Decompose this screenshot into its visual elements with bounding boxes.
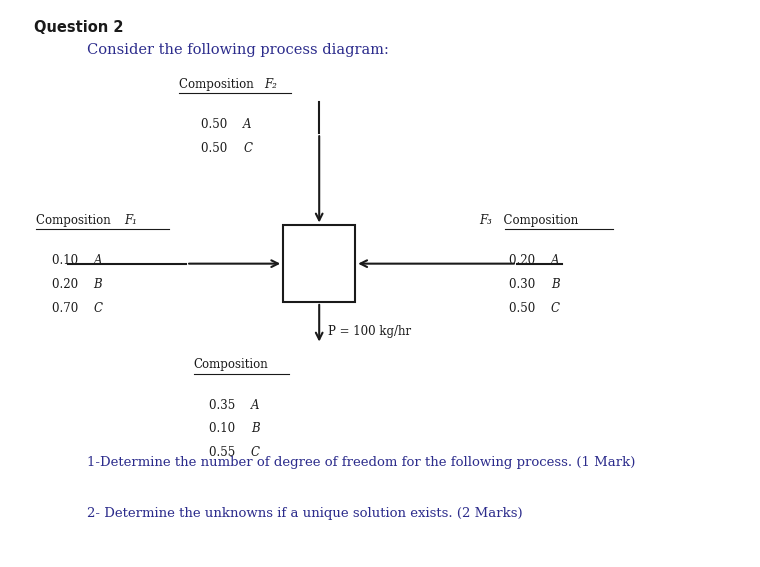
Text: F₃: F₃ (479, 214, 492, 227)
Text: 2- Determine the unknowns if a unique solution exists. (2 Marks): 2- Determine the unknowns if a unique so… (87, 507, 523, 521)
Text: B: B (551, 278, 559, 291)
Text: C: C (243, 142, 252, 155)
Text: 0.20: 0.20 (509, 254, 539, 267)
Bar (283, 226, 356, 302)
Text: 0.70: 0.70 (52, 302, 81, 315)
Text: C: C (93, 302, 103, 315)
Text: 0.50: 0.50 (201, 142, 231, 155)
Text: F₁: F₁ (124, 214, 137, 227)
Text: A: A (551, 254, 559, 267)
Text: A: A (243, 118, 252, 131)
Text: Composition: Composition (194, 358, 268, 371)
Text: A: A (93, 254, 102, 267)
Text: 0.20: 0.20 (52, 278, 81, 291)
Text: B: B (93, 278, 102, 291)
Text: 0.30: 0.30 (509, 278, 539, 291)
Text: A: A (251, 399, 259, 412)
Text: 0.50: 0.50 (509, 302, 539, 315)
Text: Composition: Composition (36, 214, 115, 227)
Text: Composition: Composition (179, 78, 257, 91)
Text: C: C (251, 446, 260, 459)
Text: 0.55: 0.55 (209, 446, 239, 459)
Text: B: B (251, 422, 259, 435)
Text: 1-Determine the number of degree of freedom for the following process. (1 Mark): 1-Determine the number of degree of free… (87, 456, 636, 469)
Text: 0.50: 0.50 (201, 118, 231, 131)
Text: 0.10: 0.10 (209, 422, 239, 435)
Text: C: C (551, 302, 560, 315)
Text: Consider the following process diagram:: Consider the following process diagram: (87, 43, 389, 57)
Text: Composition: Composition (496, 214, 578, 227)
Text: 0.10: 0.10 (52, 254, 81, 267)
Text: P = 100 kg/hr: P = 100 kg/hr (328, 325, 411, 338)
Text: 0.35: 0.35 (209, 399, 239, 412)
Text: F₂: F₂ (264, 78, 277, 91)
Text: Question 2: Question 2 (34, 20, 124, 35)
